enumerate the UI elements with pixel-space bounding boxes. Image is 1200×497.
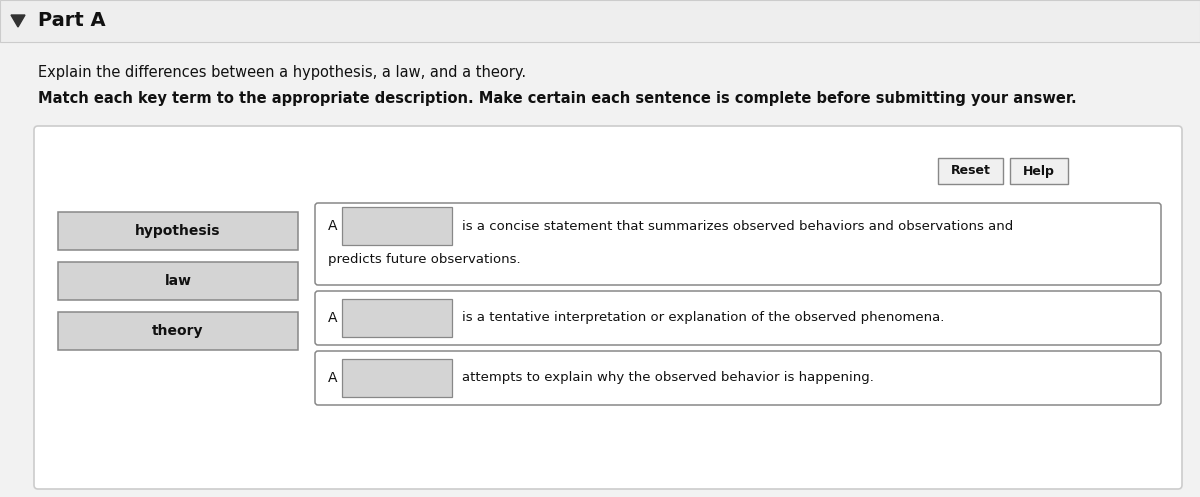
FancyBboxPatch shape [58,312,298,350]
FancyBboxPatch shape [342,359,452,397]
Text: A: A [328,371,337,385]
Text: is a concise statement that summarizes observed behaviors and observations and: is a concise statement that summarizes o… [462,220,1013,233]
FancyBboxPatch shape [342,299,452,337]
Text: A: A [328,311,337,325]
Text: hypothesis: hypothesis [136,224,221,238]
FancyBboxPatch shape [938,158,1003,184]
FancyBboxPatch shape [0,0,1200,42]
Text: law: law [164,274,192,288]
Text: Part A: Part A [38,11,106,30]
Text: A: A [328,219,337,233]
FancyBboxPatch shape [1010,158,1068,184]
FancyBboxPatch shape [314,351,1162,405]
FancyBboxPatch shape [58,262,298,300]
Text: is a tentative interpretation or explanation of the observed phenomena.: is a tentative interpretation or explana… [462,312,944,325]
FancyBboxPatch shape [58,212,298,250]
Text: Help: Help [1024,165,1055,177]
Polygon shape [11,15,25,27]
Text: predicts future observations.: predicts future observations. [328,253,521,266]
FancyBboxPatch shape [34,126,1182,489]
Text: Match each key term to the appropriate description. Make certain each sentence i: Match each key term to the appropriate d… [38,90,1076,105]
Text: Reset: Reset [950,165,990,177]
Text: Explain the differences between a hypothesis, a law, and a theory.: Explain the differences between a hypoth… [38,65,526,80]
FancyBboxPatch shape [314,203,1162,285]
FancyBboxPatch shape [314,291,1162,345]
Text: attempts to explain why the observed behavior is happening.: attempts to explain why the observed beh… [462,371,874,385]
Text: theory: theory [152,324,204,338]
FancyBboxPatch shape [342,207,452,245]
